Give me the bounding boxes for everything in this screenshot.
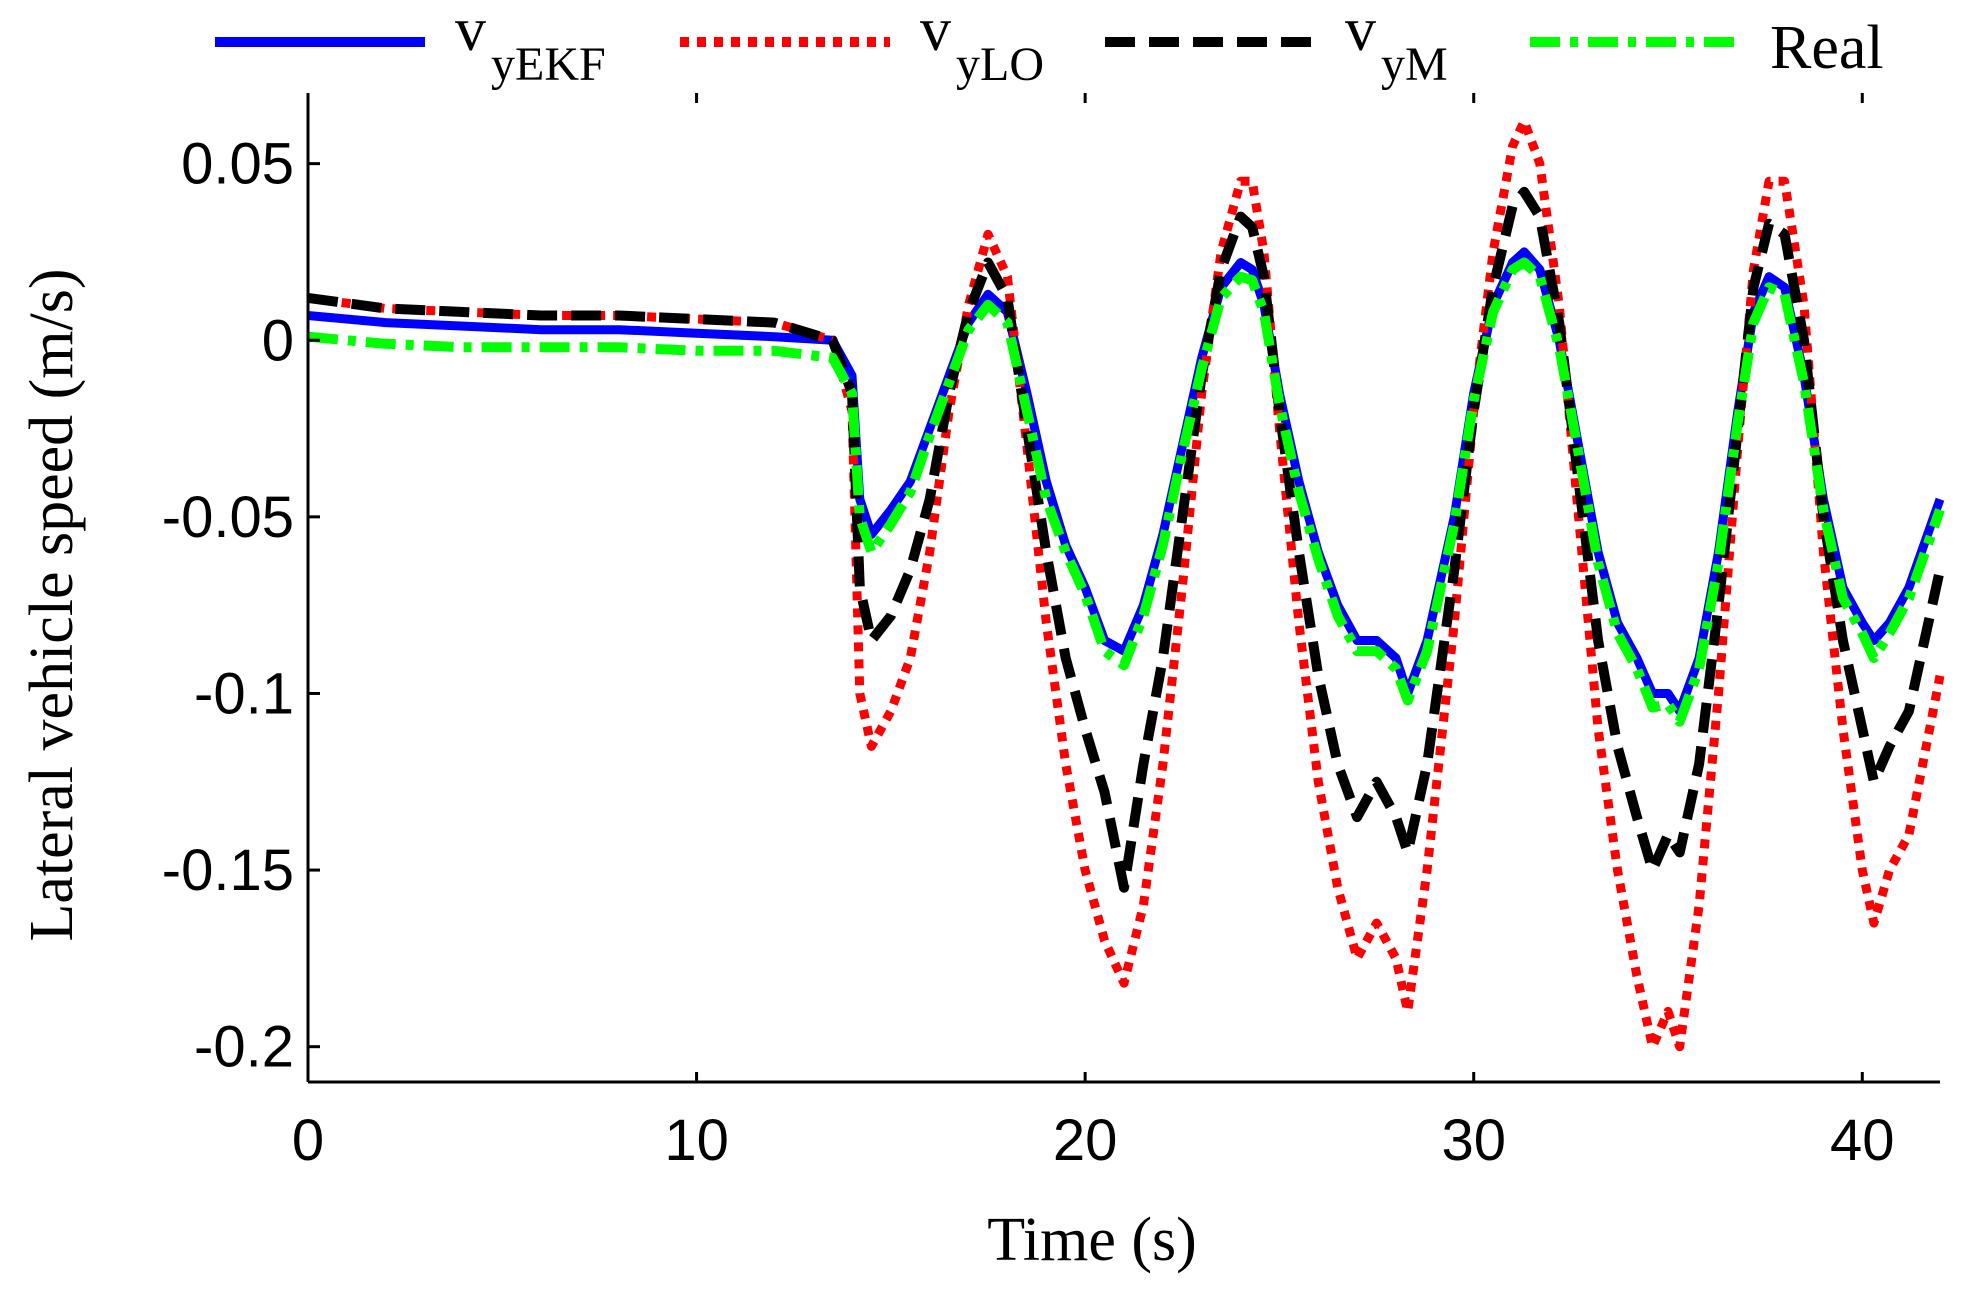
x-tick-label: 30 [1441,1108,1506,1173]
x-tick-label: 40 [1830,1108,1895,1173]
legend-label-subscript: yEKF [491,38,606,91]
legend-label: v [920,0,951,64]
x-tick-label: 10 [664,1108,729,1173]
series-layer [307,116,1945,1052]
legend-label: Real [1770,14,1884,82]
x-tick-label: 0 [292,1108,324,1173]
legend-label: v [455,0,486,64]
y-tick-label: -0.15 [162,838,294,903]
y-tick-label: -0.05 [162,485,294,550]
series-line-v-ym [307,186,1945,893]
y-tick-label: 0 [262,308,294,373]
legend-label: v [1345,0,1376,64]
series-line-real [307,257,1945,727]
y-tick-label: -0.1 [194,661,294,726]
y-tick-label: -0.2 [194,1015,294,1080]
legend-label-subscript: yLO [956,38,1044,91]
series-line-v-ylo [307,116,1945,1052]
x-tick-label: 20 [1053,1108,1118,1173]
axes-layer: 0 10 20 30 40 0.05 0 -0.05 -0.1 -0.15 -0.2 [162,93,1940,1173]
y-axis-title: Lateral vehicle speed (m/s) [18,268,86,941]
legend-label-subscript: yM [1381,38,1448,91]
x-axis-title: Time (s) [987,1206,1197,1274]
series-line-v-yekf [307,247,1945,716]
y-tick-label: 0.05 [181,132,294,197]
